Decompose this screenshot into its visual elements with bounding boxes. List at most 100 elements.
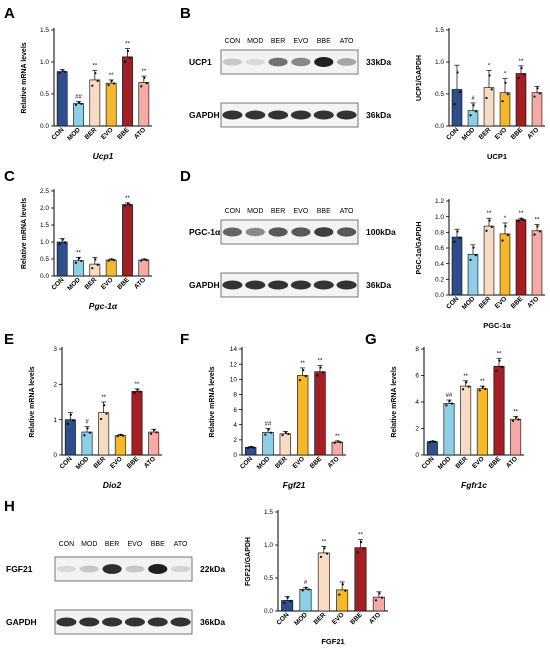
protein-label: UCP1	[189, 57, 212, 67]
y-axis-label: UCP1/GAPDH	[416, 55, 423, 101]
data-point	[517, 219, 520, 222]
data-point	[246, 446, 250, 449]
data-point	[511, 419, 515, 422]
y-tick-label: 0.5	[435, 91, 444, 98]
category-label-ber: BER	[478, 126, 493, 141]
data-point	[490, 88, 493, 91]
y-axis-label: PGC-1α/GAPDH	[416, 222, 423, 275]
y-axis-label: Relative mRNA levels	[21, 42, 28, 113]
y-tick-label: 1.0	[40, 239, 49, 246]
blot-d: CON MOD BER EVO BBE ATO PGC-1α GAPDH 100kDa 36kDa	[189, 208, 396, 298]
bar-mod	[73, 103, 84, 127]
data-point	[80, 102, 83, 105]
bar-ato	[331, 441, 344, 456]
bar-ber	[89, 263, 101, 277]
data-point	[485, 229, 488, 232]
significance-marker: **	[321, 539, 326, 545]
y-tick-label: 4	[233, 422, 237, 429]
x-axis-title: Fgfr1c	[461, 480, 487, 490]
bar-evo	[296, 375, 309, 456]
significance-marker: **	[487, 211, 492, 217]
y-tick-label: 1.5	[40, 222, 49, 229]
data-point	[284, 431, 287, 434]
bar-bbe	[515, 73, 527, 127]
category-label-mod: MOD	[66, 276, 82, 292]
data-point	[458, 236, 461, 239]
significance-marker: **	[480, 379, 485, 385]
data-point	[431, 440, 434, 443]
category-label-mod: MOD	[461, 126, 477, 142]
data-point	[63, 70, 67, 73]
category-label-con: CON	[50, 126, 65, 141]
gapdh-band	[336, 110, 357, 120]
category-label-ber: BER	[84, 126, 99, 141]
data-point	[538, 92, 541, 95]
data-point	[481, 385, 484, 388]
significance-marker: **	[109, 73, 114, 79]
y-tick-label: 2.5	[40, 188, 49, 195]
significance-marker: *	[504, 72, 507, 78]
bar-bbe	[493, 365, 505, 456]
data-point	[80, 259, 83, 263]
data-point	[453, 240, 456, 243]
data-point	[112, 82, 116, 85]
y-axis-label: Relative mRNA levels	[21, 198, 28, 269]
data-point	[461, 388, 465, 391]
y-tick-label: 1.0	[435, 59, 444, 66]
y-tick-label: 1.2	[435, 198, 444, 205]
panel-label-b: B	[180, 5, 191, 22]
data-point	[283, 601, 286, 604]
lane-label-mod: MOD	[247, 38, 263, 45]
gapdh-band	[336, 280, 357, 290]
significance-marker: **	[76, 250, 81, 256]
bar-con	[451, 236, 463, 296]
data-point	[319, 555, 323, 558]
data-point	[304, 375, 307, 378]
target-kda-label: 100kDa	[366, 227, 396, 237]
bar-bbe	[122, 204, 133, 277]
data-point	[522, 73, 525, 76]
lane-label-bbe: BBE	[317, 208, 331, 215]
category-label-mod: MOD	[437, 455, 453, 471]
category-label-ber: BER	[274, 455, 289, 470]
category-label-ber: BER	[84, 276, 99, 291]
lane-label-ato: ATO	[174, 541, 188, 548]
bar-con	[64, 419, 76, 456]
data-point	[374, 599, 378, 602]
data-point	[145, 82, 148, 85]
data-point	[478, 389, 481, 392]
target-band	[291, 57, 311, 67]
category-label-mod: MOD	[66, 126, 82, 142]
bar-con	[281, 600, 294, 612]
data-point	[359, 540, 363, 544]
significance-marker: **	[463, 374, 468, 380]
data-point	[474, 254, 477, 257]
y-tick-label: 0.0	[435, 292, 444, 299]
chart-c: 0.0 0.5 1.0 1.5 2.0 2.5 Relative mRNA levels CO…	[21, 188, 152, 311]
target-band	[336, 58, 357, 66]
data-point	[61, 69, 64, 72]
bar-ber	[317, 552, 330, 612]
data-point	[538, 230, 541, 233]
bar-evo	[499, 233, 511, 296]
data-point	[96, 79, 99, 82]
panel-label-f: F	[180, 331, 189, 348]
data-point	[380, 596, 384, 599]
data-point	[153, 428, 156, 432]
gapdh-band	[170, 617, 191, 627]
y-tick-label: 1.0	[435, 214, 444, 221]
y-tick-label: 2	[53, 382, 57, 389]
chart-b: 0.0 0.5 1.0 1.5 UCP1/GAPDH CON # MOD * BER * EVO ** B…	[416, 27, 545, 161]
panel-label-a: A	[4, 5, 15, 22]
gapdh-band	[290, 110, 311, 120]
significance-marker: *	[504, 216, 507, 222]
data-point	[123, 204, 127, 207]
x-axis-title: PGC-1α	[483, 321, 511, 330]
lane-label-evo: EVO	[294, 208, 309, 215]
category-label-con: CON	[239, 455, 254, 470]
data-point	[267, 428, 270, 431]
category-label-bbe: BBE	[510, 295, 525, 310]
y-tick-label: 1.5	[264, 509, 273, 516]
bar-ato	[138, 82, 150, 127]
data-point	[506, 93, 509, 96]
